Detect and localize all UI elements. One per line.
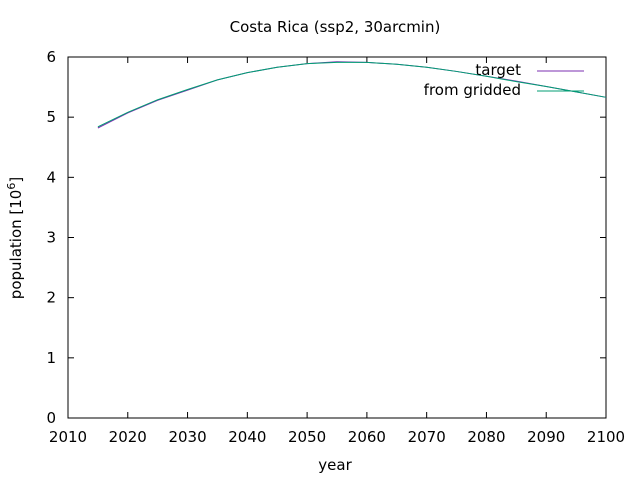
y-axis-label-main: population [10 — [7, 190, 25, 300]
x-tick-label: 2060 — [348, 428, 386, 446]
x-tick-label: 2080 — [467, 428, 505, 446]
plot-frame — [67, 56, 607, 419]
plot-border — [67, 56, 607, 419]
y-axis-label-close: ] — [7, 177, 25, 183]
x-tick-label: 2020 — [109, 428, 147, 446]
x-tick-label: 2070 — [408, 428, 446, 446]
x-tick-label: 2040 — [228, 428, 266, 446]
series-layer — [97, 61, 607, 129]
x-axis-label: year — [318, 456, 352, 474]
y-tick-label: 3 — [46, 229, 56, 247]
y-tick-label: 4 — [46, 168, 56, 186]
y-tick-label: 0 — [46, 409, 56, 427]
y-axis-label: population [106] — [5, 177, 26, 299]
x-tick-label: 2090 — [527, 428, 565, 446]
legend: target from gridded — [424, 61, 584, 99]
y-tick-label: 6 — [46, 48, 56, 66]
legend-label: from gridded — [424, 81, 521, 99]
series-line-0 — [97, 61, 607, 129]
legend-label: target — [475, 61, 521, 79]
y-axis-label-exponent: 6 — [5, 183, 18, 190]
x-tick-label: 2050 — [288, 428, 326, 446]
x-tick-label: 2010 — [49, 428, 87, 446]
series-line-1 — [97, 61, 607, 128]
x-tick-label: 2100 — [587, 428, 625, 446]
x-axis: 2010 2020 2030 2040 2050 2060 2070 2080 2090 2100 — [49, 57, 625, 446]
chart-title: Costa Rica (ssp2, 30arcmin) — [230, 18, 441, 36]
y-tick-label: 2 — [46, 289, 56, 307]
y-axis: 0 1 2 3 4 5 6 — [46, 48, 606, 427]
y-tick-label: 1 — [46, 349, 56, 367]
y-tick-label: 5 — [46, 108, 56, 126]
x-tick-label: 2030 — [168, 428, 206, 446]
